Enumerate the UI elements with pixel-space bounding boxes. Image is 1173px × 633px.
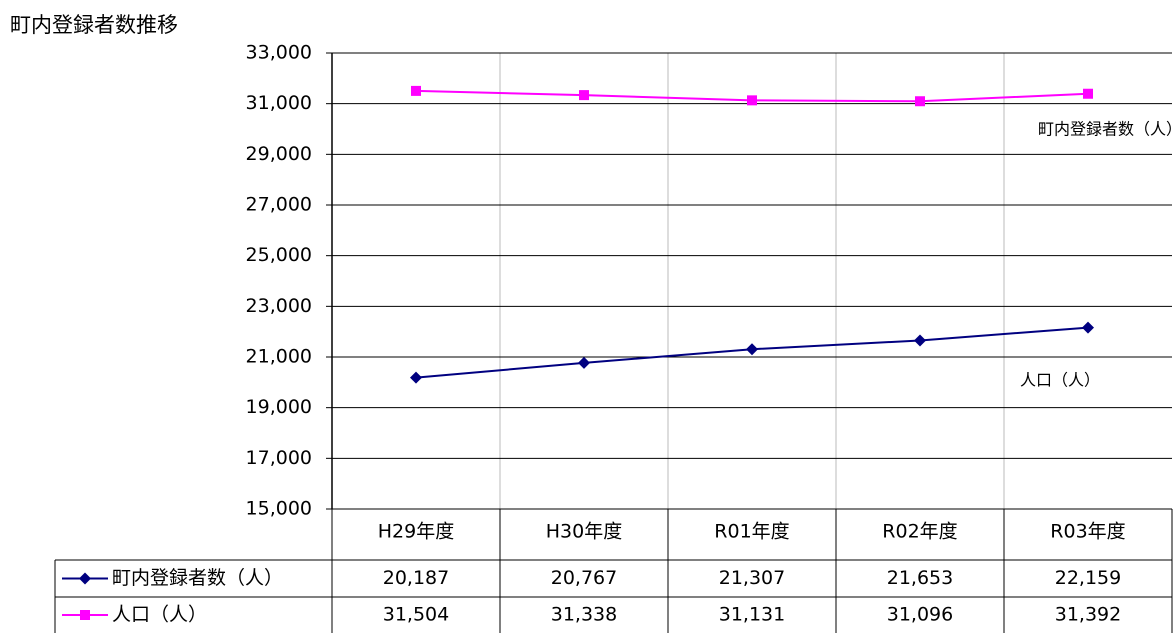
marker — [411, 85, 421, 96]
y-tick-label: 27,000 — [246, 194, 312, 216]
legend-label: 人口（人） — [112, 604, 207, 626]
marker — [915, 96, 925, 107]
x-tick-label: H30年度 — [546, 521, 622, 543]
marker — [747, 95, 757, 106]
chart-title: 町内登録者数推移 — [10, 13, 178, 37]
y-tick-label: 15,000 — [246, 498, 312, 520]
table-value: 31,338 — [551, 604, 617, 626]
series-label: 人口（人） — [1020, 371, 1100, 390]
marker — [80, 610, 90, 620]
marker — [1082, 321, 1094, 334]
marker — [579, 90, 589, 101]
table-value: 22,159 — [1055, 567, 1121, 589]
table-value: 31,504 — [383, 604, 449, 626]
y-tick-label: 31,000 — [246, 92, 312, 114]
x-tick-label: R03年度 — [1050, 521, 1125, 543]
y-tick-label: 33,000 — [246, 42, 312, 64]
y-tick-label: 19,000 — [246, 396, 312, 418]
legend-label: 町内登録者数（人） — [112, 567, 283, 589]
table-value: 21,653 — [887, 567, 953, 589]
marker — [914, 334, 926, 347]
marker — [1083, 88, 1093, 99]
table-value: 20,187 — [383, 567, 449, 589]
x-tick-label: H29年度 — [378, 521, 454, 543]
table-value: 31,131 — [719, 604, 785, 626]
table-value: 31,392 — [1055, 604, 1121, 626]
y-tick-label: 25,000 — [246, 244, 312, 266]
y-tick-label: 23,000 — [246, 295, 312, 317]
table-value: 21,307 — [719, 567, 785, 589]
table-value: 20,767 — [551, 567, 617, 589]
y-tick-label: 17,000 — [246, 447, 312, 469]
y-tick-label: 29,000 — [246, 143, 312, 165]
marker — [79, 572, 91, 585]
marker — [578, 356, 590, 369]
y-tick-label: 21,000 — [246, 346, 312, 368]
marker — [746, 343, 758, 356]
series-label: 町内登録者数（人） — [1038, 120, 1173, 139]
x-tick-label: R01年度 — [714, 521, 789, 543]
x-tick-label: R02年度 — [882, 521, 957, 543]
marker — [410, 371, 422, 384]
table-value: 31,096 — [887, 604, 953, 626]
